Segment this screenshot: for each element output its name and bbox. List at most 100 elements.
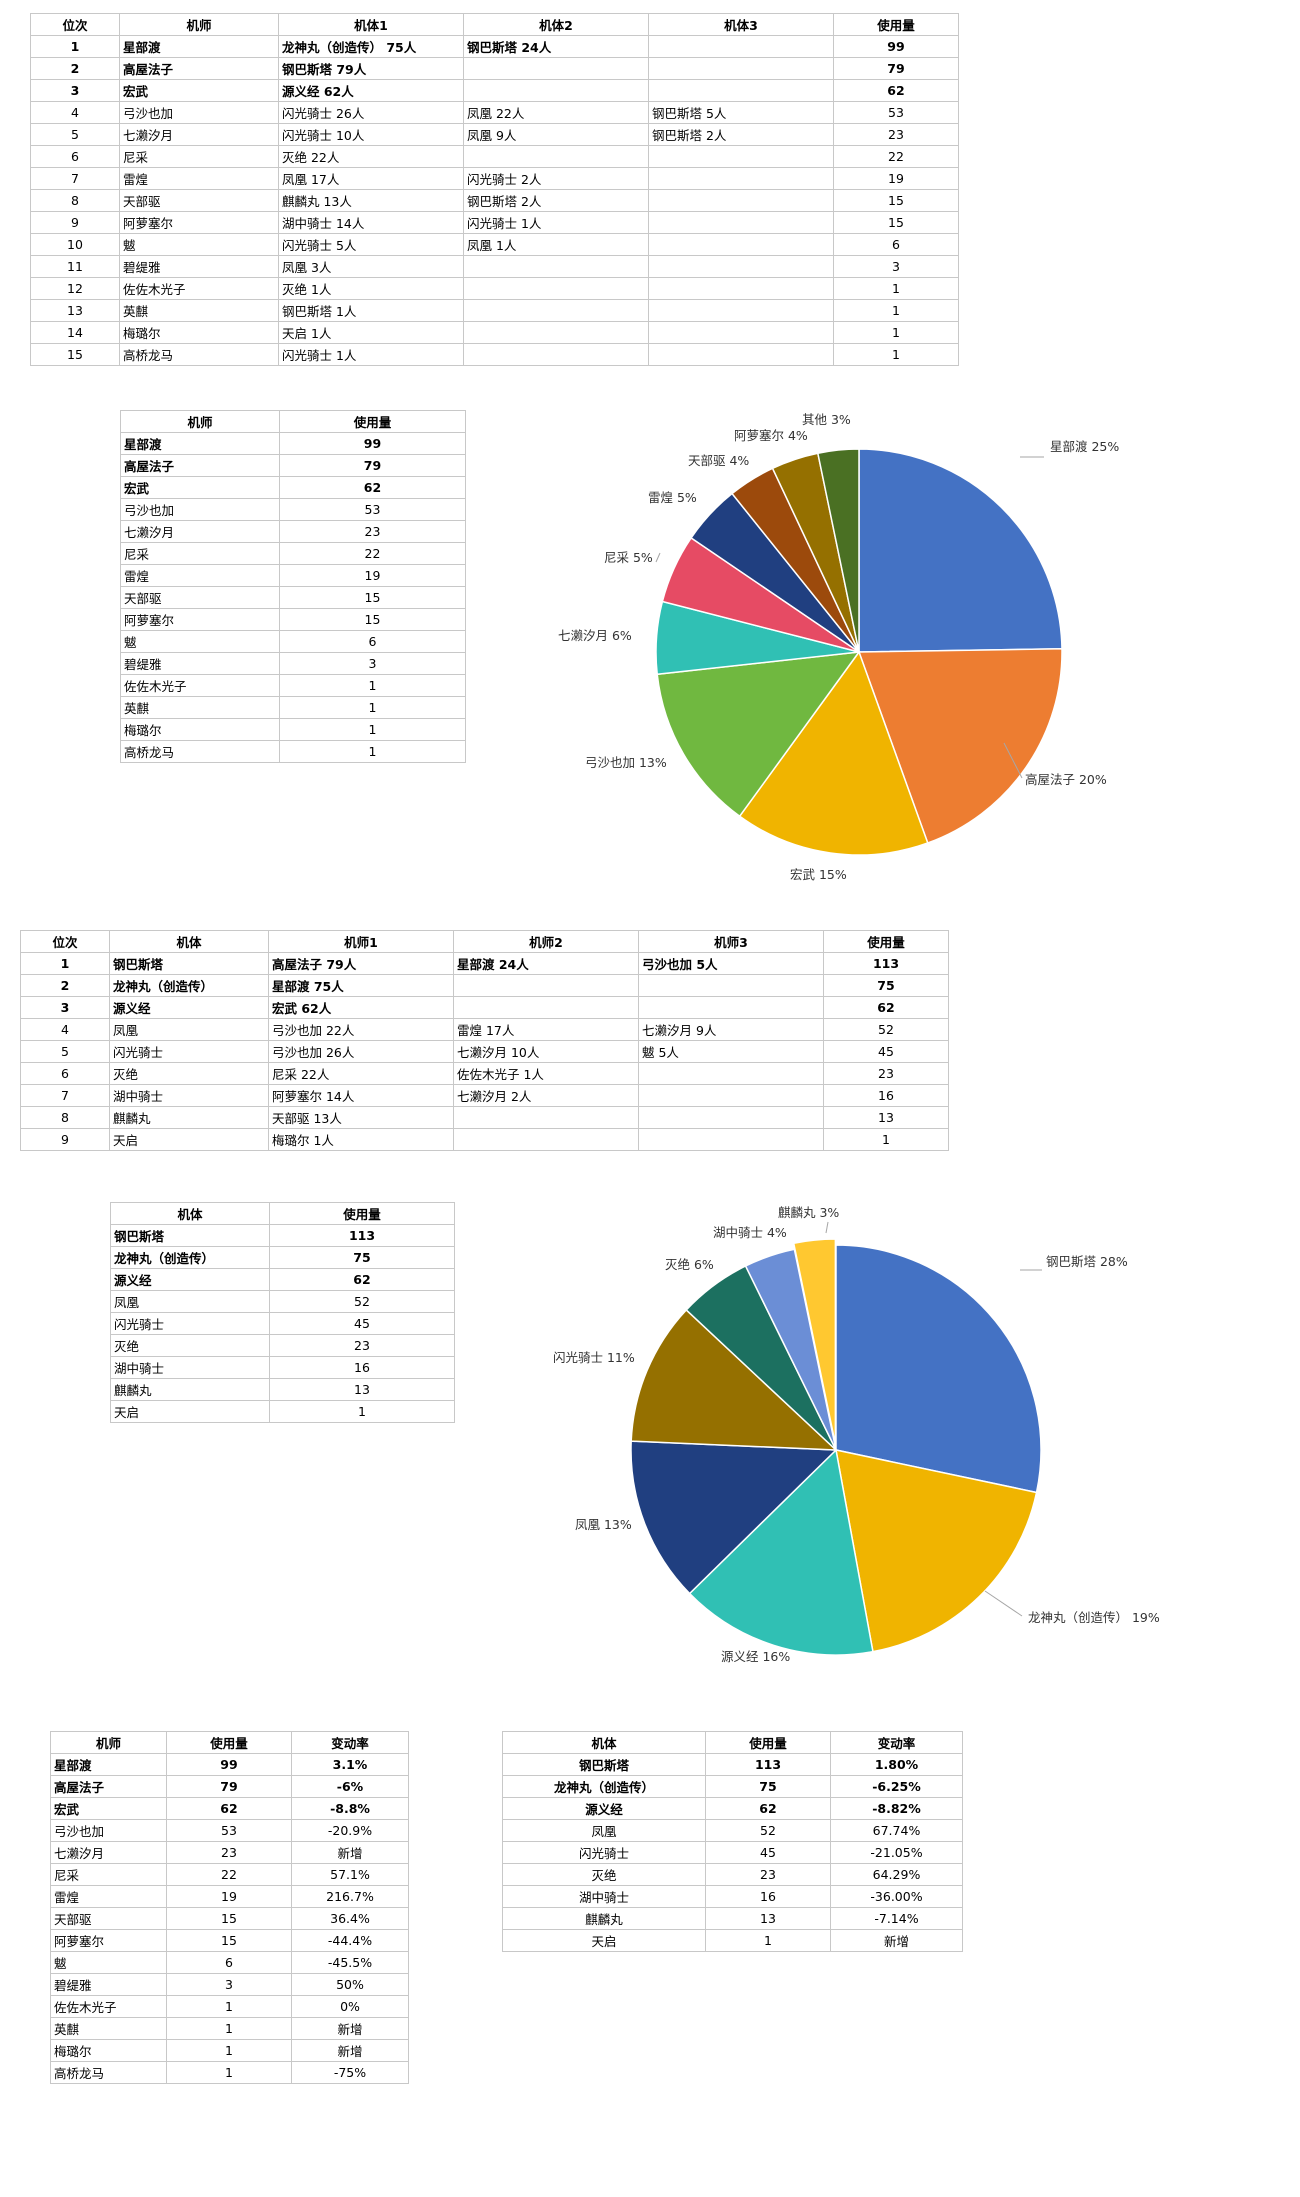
table-cell: 高桥龙马 xyxy=(120,740,280,763)
table-cell: 佐佐木光子 xyxy=(120,674,280,697)
table-row: 高桥龙马 1 xyxy=(120,740,466,763)
table-cell: 64.29% xyxy=(830,1863,963,1886)
header-cell: 机师1 xyxy=(268,930,454,953)
header-cell: 机体 xyxy=(109,930,269,953)
table-cell: 高桥龙马 xyxy=(119,343,279,366)
table-cell: 6 xyxy=(166,1951,292,1974)
table-row: 闪光骑士 45 xyxy=(110,1312,455,1335)
table-row: 钢巴斯塔 113 1.80% xyxy=(502,1753,963,1776)
table-cell: 英麒 xyxy=(120,696,280,719)
data-label: 源义经 16% xyxy=(721,1649,790,1664)
table-header-row: 机体 使用量 xyxy=(110,1202,455,1225)
table-cell: 闪光骑士 xyxy=(109,1040,269,1063)
table-cell: 阿萝塞尔 xyxy=(120,608,280,631)
table-row: 七濑汐月 23 新增 xyxy=(50,1841,409,1864)
table-row: 5 七濑汐月 闪光骑士 10人 凤凰 9人 钢巴斯塔 2人 23 xyxy=(30,123,959,146)
pilot-usage-table: 位次 机师 机体1 机体2 机体3 使用量 1 星部渡 龙神丸（创造传） 75人 钢巴… xyxy=(30,13,959,366)
header-cell: 机师 xyxy=(119,13,279,36)
table-cell: 11 xyxy=(30,255,120,278)
data-label: 天部驱 4% xyxy=(688,453,749,468)
header-cell: 机师 xyxy=(50,1731,167,1754)
pie-slice xyxy=(630,1440,838,1595)
table-cell: 75 xyxy=(705,1775,831,1798)
table-cell: 尼采 22人 xyxy=(268,1062,454,1085)
table-row: 9 天启 梅璐尔 1人 1 xyxy=(20,1128,949,1151)
table-cell: 灭绝 xyxy=(502,1863,706,1886)
table-row: 星部渡 99 xyxy=(120,432,466,455)
table-cell: 湖中骑士 xyxy=(109,1084,269,1107)
table-cell: 七濑汐月 9人 xyxy=(638,1018,824,1041)
pie-slice xyxy=(738,650,929,856)
table-cell: 19 xyxy=(279,564,466,587)
table-row: 9 阿萝塞尔 湖中骑士 14人 闪光骑士 1人 15 xyxy=(30,211,959,234)
table-cell: -44.4% xyxy=(291,1929,409,1952)
header-cell: 位次 xyxy=(30,13,120,36)
data-label: 尼采 5% xyxy=(604,550,653,565)
table-cell: 99 xyxy=(166,1753,292,1776)
data-label: 凤凰 13% xyxy=(575,1517,632,1532)
leader-line xyxy=(655,552,661,563)
pilot-change-table: 机师 使用量 变动率 星部渡 99 3.1% 高屋法子 79 -6% 宏武 62 -8.8% 弓沙… xyxy=(50,1731,409,2084)
table-row: 7 雷煌 凤凰 17人 闪光骑士 2人 19 xyxy=(30,167,959,190)
table-row: 钢巴斯塔 113 xyxy=(110,1224,455,1247)
table-cell: 1 xyxy=(166,2061,292,2084)
table-cell: 源义经 xyxy=(502,1797,706,1820)
table-row: 高屋法子 79 -6% xyxy=(50,1775,409,1798)
table-row: 源义经 62 xyxy=(110,1268,455,1291)
table-cell: 1 xyxy=(166,2039,292,2062)
table-cell: 1 xyxy=(705,1929,831,1952)
data-label: 钢巴斯塔 28% xyxy=(1046,1254,1128,1269)
table-row: 雷煌 19 xyxy=(120,564,466,587)
table-row: 闪光骑士 45 -21.05% xyxy=(502,1841,963,1864)
table-row: 碧缇雅 3 50% xyxy=(50,1973,409,1996)
table-cell: 57.1% xyxy=(291,1863,409,1886)
table-cell: 灭绝 22人 xyxy=(278,145,464,168)
table-cell: -45.5% xyxy=(291,1951,409,1974)
header-cell: 使用量 xyxy=(269,1202,455,1225)
table-cell: 闪光骑士 5人 xyxy=(278,233,464,256)
table-cell: 英麒 xyxy=(50,2017,167,2040)
table-cell: 佐佐木光子 xyxy=(50,1995,167,2018)
table-cell: 113 xyxy=(823,952,949,975)
data-label: 闪光骑士 11% xyxy=(553,1350,635,1365)
table-cell: -21.05% xyxy=(830,1841,963,1864)
data-label: 弓沙也加 13% xyxy=(585,755,667,770)
table-cell: 高桥龙马 xyxy=(50,2061,167,2084)
table-cell: -6% xyxy=(291,1775,409,1798)
table-cell: 高屋法子 xyxy=(119,57,279,80)
unit-change-table: 机体 使用量 变动率 钢巴斯塔 113 1.80% 龙神丸（创造传） 75 -6.25% 源… xyxy=(502,1731,963,1952)
leader-line xyxy=(984,1590,1023,1617)
table-cell: 七濑汐月 xyxy=(50,1841,167,1864)
table-cell: 62 xyxy=(279,476,466,499)
data-label: 星部渡 25% xyxy=(1050,439,1119,454)
table-header-row: 机师 使用量 xyxy=(120,410,466,433)
data-label: 湖中骑士 4% xyxy=(713,1225,787,1240)
table-cell: 新增 xyxy=(291,2039,409,2062)
table-cell: 16 xyxy=(705,1885,831,1908)
table-row: 湖中骑士 16 -36.00% xyxy=(502,1885,963,1908)
pie-slice xyxy=(630,1308,838,1451)
table-cell: 79 xyxy=(166,1775,292,1798)
table-row: 弓沙也加 53 -20.9% xyxy=(50,1819,409,1842)
table-cell: -36.00% xyxy=(830,1885,963,1908)
table-cell: 麒麟丸 13人 xyxy=(278,189,464,212)
leader-line xyxy=(825,1221,829,1234)
table-cell: -7.14% xyxy=(830,1907,963,1930)
table-row: 凤凰 52 67.74% xyxy=(502,1819,963,1842)
table-cell: 高屋法子 79人 xyxy=(268,952,454,975)
table-row: 宏武 62 xyxy=(120,476,466,499)
pie-slice xyxy=(857,648,1063,844)
table-row: 2 高屋法子 钢巴斯塔 79人 79 xyxy=(30,57,959,80)
table-row: 6 灭绝 尼采 22人 佐佐木光子 1人 23 xyxy=(20,1062,949,1085)
table-row: 星部渡 99 3.1% xyxy=(50,1753,409,1776)
leader-line xyxy=(1003,742,1023,779)
table-row: 13 英麒 钢巴斯塔 1人 1 xyxy=(30,299,959,322)
table-cell: 新增 xyxy=(291,2017,409,2040)
table-row: 麒麟丸 13 xyxy=(110,1378,455,1401)
pie-slice xyxy=(835,1244,1042,1494)
table-cell: 钢巴斯塔 xyxy=(502,1753,706,1776)
header-cell: 机体 xyxy=(502,1731,706,1754)
table-row: 碧缇雅 3 xyxy=(120,652,466,675)
table-cell: 梅璐尔 xyxy=(50,2039,167,2062)
